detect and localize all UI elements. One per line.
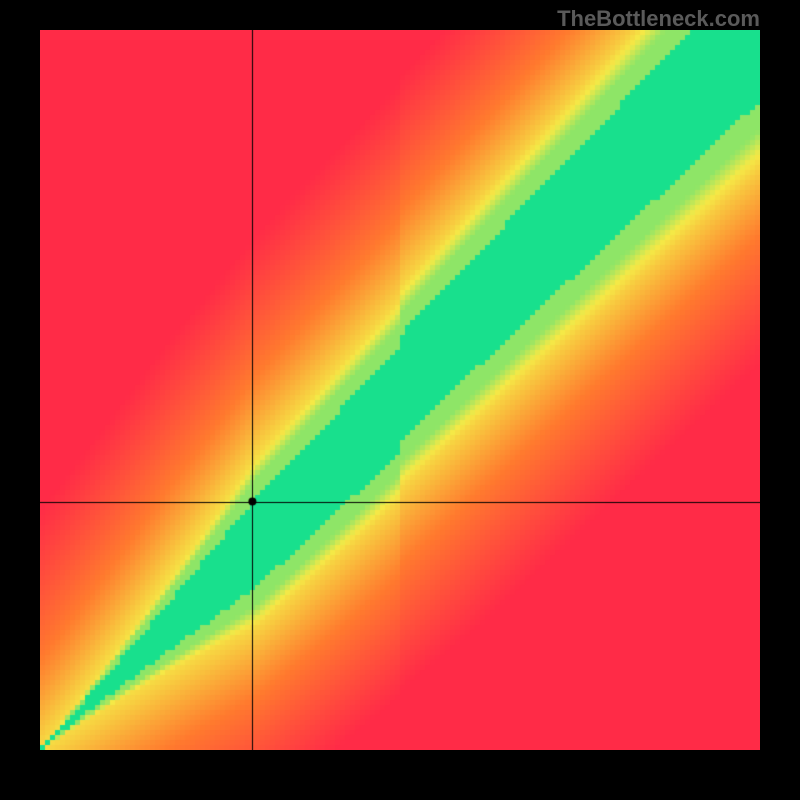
watermark-text: TheBottleneck.com <box>557 6 760 32</box>
bottleneck-heatmap <box>40 30 760 750</box>
